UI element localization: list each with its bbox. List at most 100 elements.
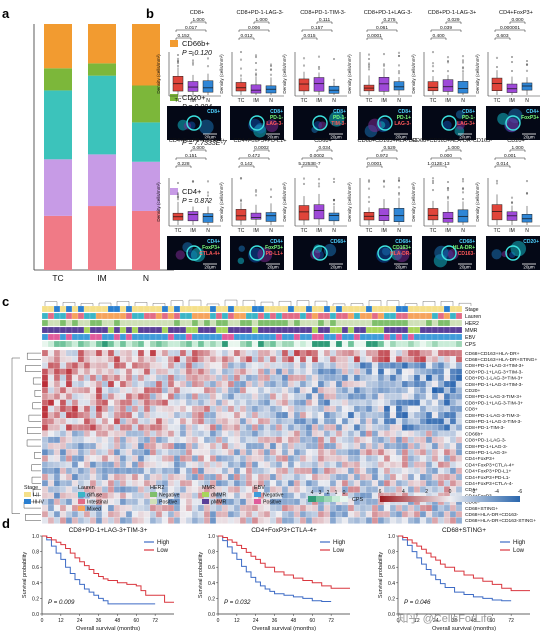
heatmap-cell — [257, 511, 265, 518]
heatmap-cell — [233, 473, 241, 481]
heatmap-cell — [269, 411, 277, 419]
heatmap-cell — [353, 449, 361, 456]
heatmap-cell — [371, 449, 379, 456]
annotation-cell — [455, 319, 463, 327]
significance-bracket — [238, 165, 255, 168]
annotation-cell — [341, 319, 349, 327]
heatmap-cell — [119, 492, 127, 499]
annotation-cell — [59, 305, 67, 313]
heatmap-cell — [347, 461, 355, 468]
heatmap-cell — [311, 511, 319, 518]
heatmap-cell — [101, 442, 109, 450]
annotation-cell — [137, 312, 145, 320]
annotation-cell — [95, 305, 103, 313]
heatmap-cell — [383, 449, 391, 456]
bar-CD20+-TC — [44, 68, 72, 91]
heatmap-cell — [245, 356, 253, 363]
heatmap-cell — [455, 511, 463, 518]
outlier-point — [368, 53, 370, 56]
annotation-cell — [137, 333, 145, 341]
heatmap-cell — [101, 380, 109, 388]
heatmap-cell — [359, 511, 367, 518]
heatmap-cell — [287, 449, 295, 456]
annotation-cell — [221, 319, 229, 327]
scale-bar-label: 20μm — [267, 265, 279, 270]
annotation-cell — [179, 319, 187, 327]
heatmap-cell — [377, 374, 385, 382]
heatmap-cell — [329, 418, 337, 425]
heatmap-cell — [305, 517, 313, 524]
annotation-cell — [185, 312, 193, 320]
p-value-label: 0.472 — [248, 153, 260, 159]
heatmap-cell — [119, 380, 127, 388]
x-tick-label: IM — [316, 98, 322, 104]
annotation-cell — [419, 312, 427, 320]
heatmap-cell — [293, 399, 301, 406]
heatmap-cell — [425, 424, 433, 431]
heatmap-cell — [269, 418, 277, 425]
heatmap-cell — [281, 436, 289, 444]
heatmap-cell — [101, 368, 109, 375]
heatmap-cell — [311, 455, 319, 462]
heatmap-row-label: CD8+PD-1+LAG-3+TIM-3- — [465, 382, 523, 388]
heatmap-cell — [257, 461, 265, 468]
heatmap-cell — [275, 449, 283, 456]
heatmap-cell — [317, 449, 325, 456]
heatmap-cell — [359, 362, 367, 369]
annotation-cell — [107, 305, 115, 313]
heatmap-cell — [323, 349, 331, 357]
heatmap-cell — [449, 374, 457, 382]
heatmap-cell — [119, 405, 127, 413]
annotation-cell — [101, 305, 109, 313]
heatmap-cell — [341, 467, 349, 475]
heatmap-cell — [137, 356, 145, 363]
heatmap-cell — [305, 380, 313, 388]
y-axis-label: Density (cells/mm²) — [282, 54, 287, 94]
p-value-label: P = 7.7333E-7 — [182, 140, 228, 147]
annotation-cell — [299, 319, 307, 327]
heatmap-cell — [143, 405, 151, 413]
outlier-point — [383, 180, 385, 183]
annotation-cell — [377, 319, 385, 327]
stain-label: HLA-DR+ — [453, 245, 475, 251]
dendrogram-branch — [31, 476, 41, 484]
annotation-cell — [257, 340, 265, 348]
heatmap-cell — [335, 504, 343, 512]
heatmap-cell — [353, 393, 361, 400]
heatmap-cell — [233, 455, 241, 462]
heatmap-cell — [425, 368, 433, 375]
annotation-cell — [89, 326, 97, 334]
outlier-point — [255, 62, 257, 64]
heatmap-cell — [359, 380, 367, 388]
heatmap-cell — [287, 368, 295, 375]
annotation-cell — [107, 319, 115, 327]
heatmap-row-label: CD68+HLA-DR+CD163- — [465, 512, 519, 518]
heatmap-cell — [65, 498, 73, 506]
heatmap-cell — [245, 436, 253, 444]
legend-swatch — [24, 492, 31, 497]
heatmap-cell — [233, 362, 241, 369]
heatmap-cell — [185, 374, 193, 382]
heatmap-cell — [83, 356, 91, 363]
outlier-point — [192, 54, 194, 56]
heatmap-cell — [329, 442, 337, 450]
p-value-label: 1.000 — [192, 17, 204, 23]
heatmap-cell — [359, 418, 367, 425]
heatmap-cell — [59, 517, 67, 524]
heatmap-cell — [191, 430, 199, 437]
heatmap-cell — [329, 511, 337, 518]
heatmap-cell — [383, 461, 391, 468]
heatmap-cell — [383, 368, 391, 375]
heatmap-cell — [251, 517, 259, 524]
annotation-cell — [227, 333, 235, 341]
annotation-cell — [389, 312, 397, 320]
heatmap-cell — [113, 455, 121, 462]
heatmap-cell — [437, 380, 445, 388]
heatmap-row-label: CD4+FoxP3+PD-L1- — [465, 475, 510, 481]
heatmap-cell — [383, 393, 391, 400]
heatmap-cell — [137, 374, 145, 382]
p-value-label: 0.000 — [440, 153, 452, 159]
outlier-point — [462, 178, 464, 181]
heatmap-cell — [227, 455, 235, 462]
heatmap-cell — [131, 368, 139, 375]
